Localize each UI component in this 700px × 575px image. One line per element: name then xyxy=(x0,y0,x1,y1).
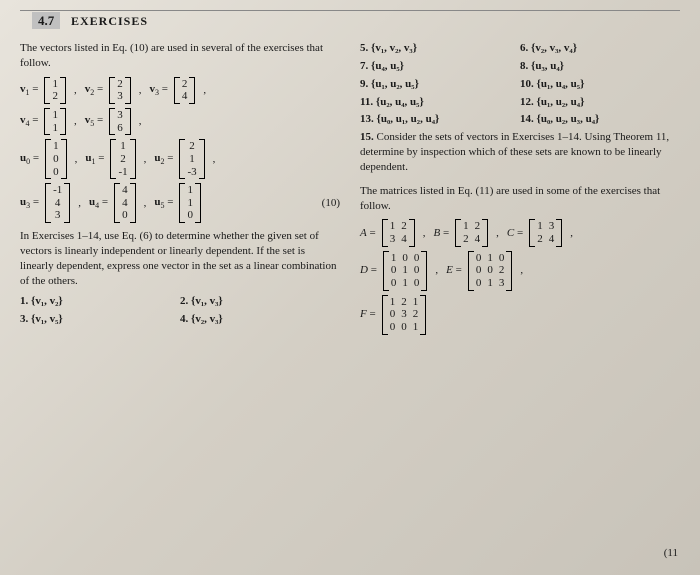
v5-matrix: 36 xyxy=(109,108,131,135)
page: 4.7 EXERCISES The vectors listed in Eq. … xyxy=(20,10,680,565)
matrix-intro: The matrices listed in Eq. (11) are used… xyxy=(360,184,680,214)
u5-matrix: 110 xyxy=(179,183,201,223)
ex-4: 4. {v₂, v₃} xyxy=(180,312,340,327)
ex-2: 2. {v₁, v₃} xyxy=(180,294,340,309)
matrix-row-3: F = 100 230 121 xyxy=(360,295,680,335)
v1-matrix: 12 xyxy=(44,77,66,104)
u1-matrix: 12-1 xyxy=(110,139,135,179)
C-label: C = xyxy=(507,226,523,241)
ex-8: 8. {u₃, u₄} xyxy=(520,59,680,74)
F-label: F = xyxy=(360,307,376,322)
A-label: A = xyxy=(360,226,376,241)
E-matrix: 000 101 023 xyxy=(468,251,513,291)
ex-5: 5. {v₁, v₂, v₃} xyxy=(360,41,520,56)
u4-label: u4 = xyxy=(89,195,108,212)
v3-label: v3 = xyxy=(149,82,167,99)
ex-1: 1. {v₁, v₂} xyxy=(20,294,180,309)
u0-matrix: 100 xyxy=(45,139,67,179)
v4-matrix: 11 xyxy=(44,108,66,135)
ex-9: 9. {u₁, u₂, u₅} xyxy=(360,77,520,92)
right-column: 5. {v₁, v₂, v₃} 6. {v₂, v₃, v₄} 7. {u₄, … xyxy=(360,41,680,339)
B-label: B = xyxy=(433,226,449,241)
A-matrix: 13 24 xyxy=(382,219,415,246)
B-matrix: 12 24 xyxy=(455,219,488,246)
u4-matrix: 440 xyxy=(114,183,136,223)
D-label: D = xyxy=(360,263,377,278)
v2-label: v2 = xyxy=(85,82,103,99)
v2-matrix: 23 xyxy=(109,77,131,104)
u2-label: u2 = xyxy=(154,151,173,168)
exercise-intro: In Exercises 1–14, use Eq. (6) to determ… xyxy=(20,229,340,288)
vector-row-3: u0 = 100 , u1 = 12-1 , u2 = 21-3 , xyxy=(20,139,340,179)
E-label: E = xyxy=(446,263,462,278)
v4-label: v4 = xyxy=(20,113,38,130)
ex-15-text: Consider the sets of vectors in Exercise… xyxy=(360,131,669,173)
exercise-list-left: 1. {v₁, v₂} 2. {v₁, v₃} 3. {v₁, v₅} 4. {… xyxy=(20,294,340,330)
matrix-row-1: A = 13 24 , B = 12 24 , C = 12 34 , xyxy=(360,219,680,246)
intro-text: The vectors listed in Eq. (10) are used … xyxy=(20,41,340,71)
u3-matrix: -143 xyxy=(45,183,70,223)
u1-label: u1 = xyxy=(85,151,104,168)
C-matrix: 12 34 xyxy=(529,219,562,246)
v1-label: v1 = xyxy=(20,82,38,99)
F-matrix: 100 230 121 xyxy=(382,295,427,335)
ex-12: 12. {u₁, u₂, u₄} xyxy=(520,95,680,110)
ex-11: 11. {u₂, u₄, u₅} xyxy=(360,95,520,110)
ex-14: 14. {u₀, u₂, u₃, u₄} xyxy=(520,112,680,127)
u5-label: u5 = xyxy=(154,195,173,212)
ex-13: 13. {u₀, u₁, u₂, u₄} xyxy=(360,112,520,127)
left-column: The vectors listed in Eq. (10) are used … xyxy=(20,41,340,339)
v5-label: v5 = xyxy=(85,113,103,130)
ex-6: 6. {v₂, v₃, v₄} xyxy=(520,41,680,56)
section-number: 4.7 xyxy=(32,12,60,29)
u3-label: u3 = xyxy=(20,195,39,212)
matrix-row-2: D = 100 011 000 , E = 000 101 023 , xyxy=(360,251,680,291)
u0-label: u0 = xyxy=(20,151,39,168)
vector-row-2: v4 = 11 , v5 = 36 , xyxy=(20,108,340,135)
vector-row-1: v1 = 12 , v2 = 23 , v3 = 24 , xyxy=(20,77,340,104)
eq-10-label: (10) xyxy=(322,196,340,211)
D-matrix: 100 011 000 xyxy=(383,251,428,291)
ex-10: 10. {u₁, u₄, u₅} xyxy=(520,77,680,92)
vector-row-4: u3 = -143 , u4 = 440 , u5 = 110 (10) xyxy=(20,183,340,223)
section-header: 4.7 EXERCISES xyxy=(20,10,680,33)
v3-matrix: 24 xyxy=(174,77,196,104)
ex-3: 3. {v₁, v₅} xyxy=(20,312,180,327)
exercise-list-right: 5. {v₁, v₂, v₃} 6. {v₂, v₃, v₄} 7. {u₄, … xyxy=(360,41,680,178)
section-title: EXERCISES xyxy=(71,14,148,28)
eq-11-label: (11 xyxy=(664,547,678,559)
ex-15: 15. Consider the sets of vectors in Exer… xyxy=(360,130,680,175)
content-columns: The vectors listed in Eq. (10) are used … xyxy=(20,41,680,339)
ex-7: 7. {u₄, u₅} xyxy=(360,59,520,74)
u2-matrix: 21-3 xyxy=(179,139,204,179)
